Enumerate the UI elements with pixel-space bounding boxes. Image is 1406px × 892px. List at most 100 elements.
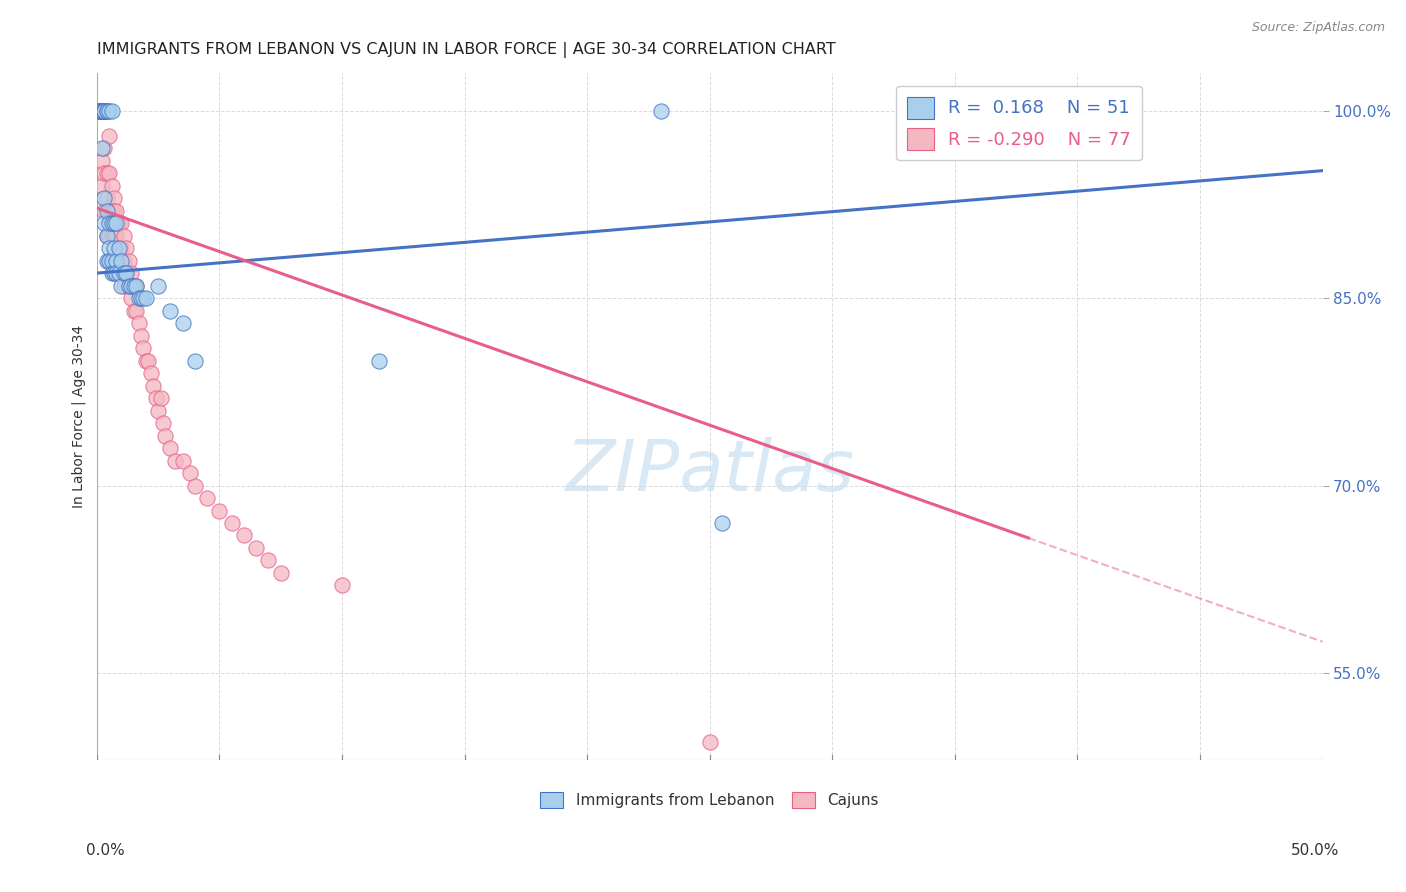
Point [89, 103, 111, 118]
Point [136, 353, 159, 368]
Point [122, 278, 145, 293]
Point [96, 253, 118, 268]
Point [146, 278, 169, 293]
Point [100, 216, 122, 230]
Point [179, 466, 201, 480]
Point [96, 191, 118, 205]
Point [165, 453, 187, 467]
Text: 50.0%: 50.0% [1291, 843, 1339, 858]
Point [100, 178, 122, 193]
Point [90, 103, 112, 118]
Point [112, 253, 135, 268]
Point [120, 291, 142, 305]
Point [90, 103, 112, 118]
Point [96, 203, 118, 218]
Point [100, 253, 122, 268]
Point [112, 278, 135, 293]
Point [96, 103, 118, 118]
Point [100, 103, 122, 118]
Point [129, 328, 152, 343]
Point [90, 103, 112, 118]
Point [115, 266, 138, 280]
Point [100, 266, 122, 280]
Point [110, 253, 132, 268]
Point [103, 266, 125, 280]
Point [120, 266, 142, 280]
Point [146, 403, 169, 417]
Point [105, 253, 128, 268]
Point [149, 391, 172, 405]
Point [100, 203, 122, 218]
Point [98, 241, 121, 255]
Point [155, 428, 177, 442]
Point [105, 266, 128, 280]
Text: IMMIGRANTS FROM LEBANON VS CAJUN IN LABOR FORCE | AGE 30-34 CORRELATION CHART: IMMIGRANTS FROM LEBANON VS CAJUN IN LABO… [97, 42, 835, 58]
Point [132, 291, 155, 305]
Point [96, 228, 118, 243]
Point [108, 241, 131, 255]
Point [96, 228, 118, 243]
Point [90, 103, 112, 118]
Point [90, 103, 112, 118]
Point [90, 103, 112, 118]
Point [115, 266, 138, 280]
Point [108, 266, 131, 280]
Point [93, 141, 115, 155]
Point [108, 241, 131, 255]
Point [89, 103, 111, 118]
Point [135, 291, 157, 305]
Point [98, 203, 121, 218]
Point [125, 278, 148, 293]
Text: Source: ZipAtlas.com: Source: ZipAtlas.com [1251, 21, 1385, 35]
Point [98, 228, 121, 243]
Point [135, 353, 157, 368]
Point [118, 253, 141, 268]
Point [105, 203, 128, 218]
Point [98, 253, 121, 268]
Point [96, 103, 118, 118]
Point [105, 253, 128, 268]
Point [103, 228, 125, 243]
Point [103, 216, 125, 230]
Point [172, 316, 194, 330]
Point [128, 316, 150, 330]
Point [367, 353, 389, 368]
Point [125, 303, 148, 318]
Point [195, 491, 218, 505]
Point [105, 228, 128, 243]
Point [208, 503, 231, 517]
Point [89, 103, 111, 118]
Point [122, 278, 145, 293]
Point [152, 416, 174, 430]
Point [98, 128, 121, 143]
Point [128, 291, 150, 305]
Point [90, 178, 112, 193]
Point [257, 553, 280, 567]
Point [110, 241, 132, 255]
Point [100, 228, 122, 243]
Point [122, 303, 145, 318]
Point [110, 216, 132, 230]
Point [93, 191, 115, 205]
Point [232, 528, 254, 542]
Point [710, 516, 733, 530]
Point [96, 166, 118, 180]
Point [699, 734, 721, 748]
Point [184, 478, 207, 492]
Point [100, 253, 122, 268]
Point [270, 566, 292, 580]
Point [110, 278, 132, 293]
Point [112, 228, 135, 243]
Y-axis label: In Labor Force | Age 30-34: In Labor Force | Age 30-34 [72, 326, 86, 508]
Point [142, 378, 165, 392]
Point [105, 216, 128, 230]
Point [245, 541, 267, 555]
Point [330, 578, 353, 592]
Point [103, 241, 125, 255]
Point [650, 103, 672, 118]
Point [172, 453, 194, 467]
Point [118, 278, 141, 293]
Point [98, 216, 121, 230]
Point [98, 103, 121, 118]
Point [132, 341, 155, 355]
